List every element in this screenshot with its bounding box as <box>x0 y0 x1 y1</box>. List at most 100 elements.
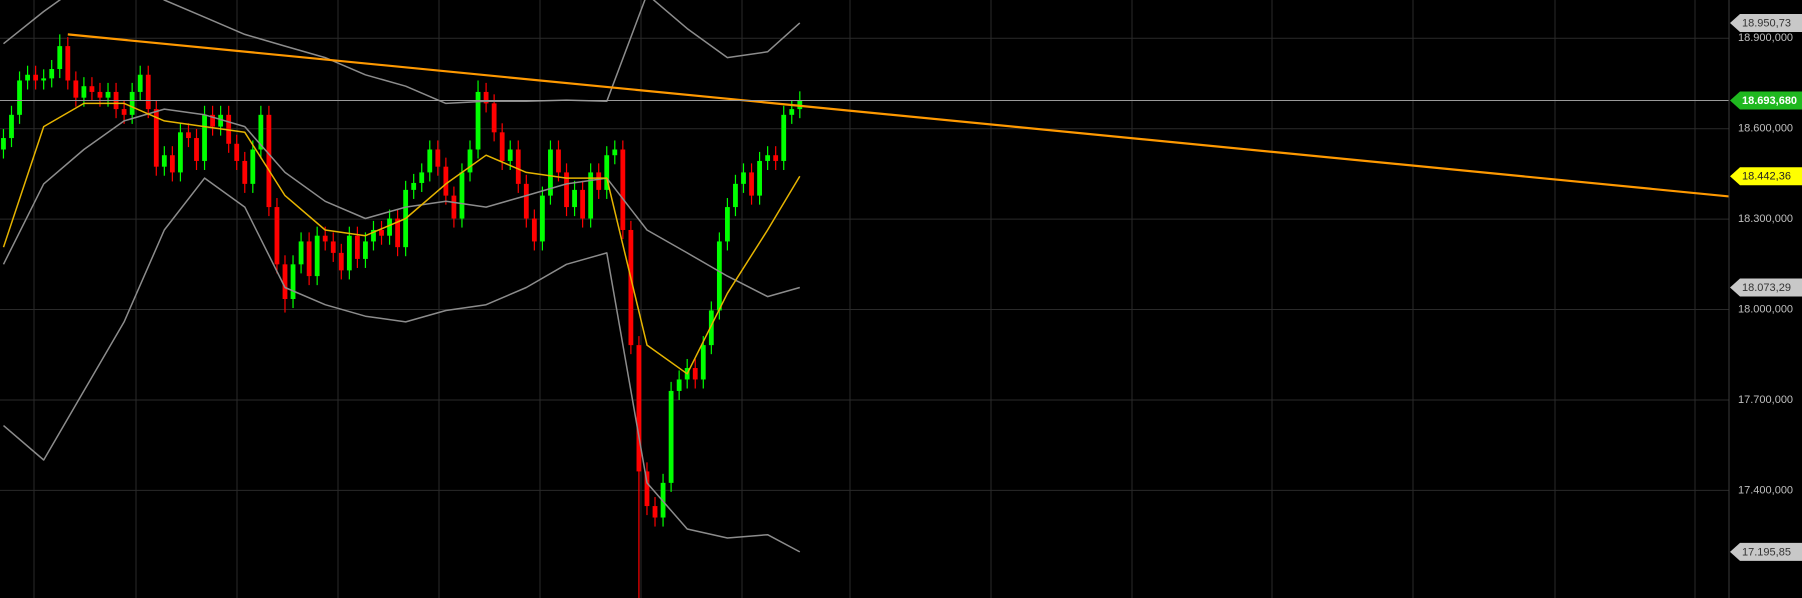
price-axis: 17.400,000 17.700,000 18.000,000 18.300,000… <box>1730 13 1802 561</box>
price-marker-label: 18.693,680 <box>1742 95 1797 107</box>
candle-body <box>169 155 175 173</box>
candle-body <box>636 345 642 472</box>
y-tick-label: 17.400,000 <box>1738 484 1793 496</box>
candle-body <box>644 471 650 507</box>
candle-body <box>89 86 95 92</box>
candle-body <box>604 155 610 190</box>
candle-body <box>202 114 207 161</box>
candle-body <box>708 310 714 346</box>
candle-body <box>105 91 111 98</box>
candle-body <box>652 506 658 518</box>
price-marker <box>1730 167 1802 186</box>
candle-body <box>451 195 457 219</box>
candle-body <box>580 189 586 219</box>
candle-body <box>572 189 577 208</box>
candle-body <box>242 160 248 184</box>
price-marker-label: 17.195,85 <box>1742 546 1791 558</box>
candle-body <box>741 172 746 184</box>
candle-body <box>467 149 473 173</box>
candle-body <box>612 149 618 156</box>
candle-body <box>121 109 127 115</box>
price-marker-label: 18.442,36 <box>1742 171 1791 183</box>
candle-body <box>1 138 6 150</box>
candle-body <box>700 345 706 380</box>
candle-body <box>483 91 489 104</box>
candle-body <box>733 183 738 208</box>
candle-body <box>765 155 771 161</box>
candle-body <box>290 264 296 299</box>
candle-body <box>588 172 594 219</box>
candle-body <box>459 172 465 219</box>
candle-body <box>628 229 634 346</box>
candle-body <box>234 143 240 161</box>
candle-body <box>371 229 376 242</box>
candle-body <box>41 78 47 81</box>
candle-body <box>57 46 63 70</box>
candle-body <box>773 155 779 161</box>
candle-body <box>282 264 288 299</box>
candle-body <box>620 149 626 230</box>
candle-body <box>491 103 497 133</box>
candle-body <box>507 149 513 161</box>
candle-body <box>515 149 521 184</box>
candle-body <box>379 229 384 236</box>
candle-body <box>210 114 215 127</box>
candle-body <box>346 235 352 271</box>
candle-body <box>338 252 344 271</box>
candle-body <box>531 218 537 242</box>
indicator-line <box>3 177 801 553</box>
candle-body <box>17 80 22 115</box>
candle-body <box>539 195 545 242</box>
candle-body <box>186 132 191 139</box>
candle-body <box>556 149 561 173</box>
candle-body <box>419 172 425 183</box>
candle-body <box>781 114 787 161</box>
y-tick-label: 18.600,000 <box>1738 123 1793 135</box>
price-marker <box>1730 91 1802 110</box>
candle-body <box>523 183 529 219</box>
indicator-line <box>67 33 1729 198</box>
candle-body <box>129 91 135 115</box>
candle-body <box>161 155 167 167</box>
candle-body <box>443 166 449 196</box>
candle-body <box>218 114 224 127</box>
candle-body <box>749 172 754 196</box>
price-marker <box>1730 278 1802 297</box>
candle-body <box>274 207 280 265</box>
y-tick-label: 18.300,000 <box>1738 213 1793 225</box>
candle-body <box>789 109 795 115</box>
candle-body <box>314 235 320 277</box>
y-tick-label: 17.700,000 <box>1738 394 1793 406</box>
candle-body <box>258 114 264 150</box>
candle-body <box>676 379 682 391</box>
candle-body <box>548 149 553 196</box>
candle-body <box>475 91 481 150</box>
candle-body <box>178 132 183 173</box>
candle-body <box>49 69 55 79</box>
candle-body <box>81 86 87 98</box>
price-marker <box>1730 13 1802 32</box>
candle-body <box>564 172 569 208</box>
candle-body <box>387 218 392 236</box>
candle-body <box>194 138 199 161</box>
price-marker-label: 18.073,29 <box>1742 282 1791 294</box>
candle-body <box>306 241 312 277</box>
candle-body <box>668 390 674 483</box>
candle-body <box>725 207 730 242</box>
indicator-line <box>2 102 801 375</box>
candle-body <box>716 241 722 311</box>
candle-body <box>363 241 368 259</box>
candle-body <box>145 74 151 110</box>
candle-body <box>499 132 505 161</box>
candle-body <box>411 182 417 190</box>
candle-body <box>97 91 103 98</box>
candle-body <box>395 218 401 248</box>
candle-body <box>266 114 272 208</box>
candle-body <box>153 109 159 167</box>
y-tick-label: 18.900,000 <box>1738 32 1793 44</box>
grid <box>0 0 1729 598</box>
candle-body <box>435 149 441 167</box>
